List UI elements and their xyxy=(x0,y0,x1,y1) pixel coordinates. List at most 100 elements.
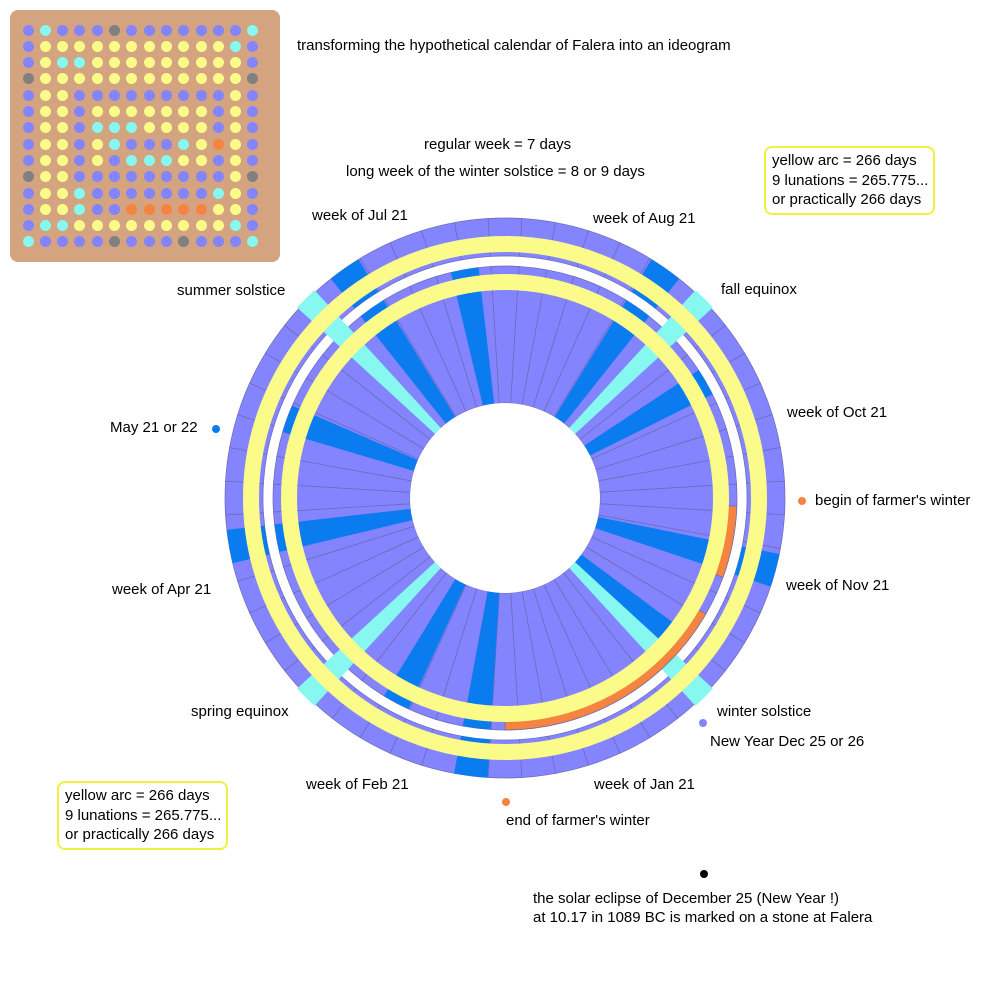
ideogram-dot xyxy=(160,24,172,36)
ideogram-dot xyxy=(109,187,120,199)
ideogram-dot xyxy=(109,57,120,69)
ideogram-dot xyxy=(212,24,224,36)
ideogram-dot xyxy=(195,106,207,117)
ideogram-dot xyxy=(160,73,172,85)
ideogram-dot xyxy=(178,187,190,199)
ideogram-dot xyxy=(143,106,155,117)
ideogram-dot xyxy=(39,89,51,101)
ideogram-dot xyxy=(178,106,190,117)
ideogram-dot xyxy=(91,24,103,36)
ideogram-dot xyxy=(126,57,138,69)
ideogram-dot xyxy=(195,171,207,183)
ideogram-dot xyxy=(126,236,138,248)
ideogram-dot xyxy=(160,187,172,199)
ideogram-dot xyxy=(22,154,34,166)
farmers-winter-begin-dot xyxy=(798,497,806,505)
ideogram-dot xyxy=(22,220,34,232)
ideogram-dot xyxy=(247,40,259,52)
ideogram-dot xyxy=(195,40,207,52)
ideogram-dot xyxy=(178,73,190,85)
ideogram-dot xyxy=(160,106,172,117)
ideogram-dot xyxy=(39,73,51,85)
ideogram-dot xyxy=(143,24,155,36)
ideogram-dot xyxy=(212,187,224,199)
eclipse-dot-marker xyxy=(700,870,708,878)
month-marker-inner xyxy=(383,579,466,710)
ideogram-dot xyxy=(57,122,69,134)
ideogram-dot xyxy=(247,236,259,248)
ideogram-dot xyxy=(195,203,207,215)
ideogram-dot xyxy=(143,203,155,215)
ideogram-dot xyxy=(126,154,138,166)
ideogram-dot xyxy=(212,106,224,117)
ideogram-dot xyxy=(160,171,172,183)
label-end-farmers-winter: end of farmer's winter xyxy=(506,812,650,829)
ideogram-dot xyxy=(57,57,69,69)
ideogram-dot xyxy=(247,220,259,232)
ideogram-dot xyxy=(74,40,86,52)
ideogram-dot xyxy=(39,57,51,69)
ideogram-dot xyxy=(91,40,103,52)
ideogram-dot xyxy=(212,57,224,69)
ideogram-dot xyxy=(212,171,224,183)
ideogram-dot xyxy=(247,203,259,215)
ideogram-dot xyxy=(39,236,51,248)
label-week-of-feb-21: week of Feb 21 xyxy=(306,776,409,793)
ideogram-dot xyxy=(91,89,103,101)
ideogram-dot xyxy=(160,236,172,248)
ideogram-dot xyxy=(74,154,86,166)
ideogram-dot xyxy=(247,106,259,117)
ideogram-dot xyxy=(247,57,259,69)
ideogram-dot xyxy=(160,122,172,134)
ideogram-dot xyxy=(22,57,34,69)
ideogram-dot xyxy=(126,73,138,85)
ideogram-dot xyxy=(109,220,120,232)
ideogram-dot xyxy=(22,203,34,215)
ideogram-dot xyxy=(160,138,172,150)
ideogram-dot xyxy=(91,122,103,134)
ideogram-dot xyxy=(22,122,34,134)
ideogram-dot xyxy=(74,203,86,215)
label-week-of-oct-21: week of Oct 21 xyxy=(787,404,888,421)
ideogram-dot xyxy=(91,236,103,248)
ideogram-dot xyxy=(143,73,155,85)
ideogram-dot xyxy=(143,154,155,166)
ideogram-dot xyxy=(212,122,224,134)
ideogram-dot xyxy=(22,24,34,36)
label-week-of-jul-21: week of Jul 21 xyxy=(312,207,408,224)
ideogram-dot xyxy=(143,236,155,248)
ideogram-dot xyxy=(195,24,207,36)
wheel-center xyxy=(410,403,600,593)
ideogram-dot xyxy=(39,203,51,215)
ideogram-dot xyxy=(212,73,224,85)
yellow-arc-outer xyxy=(243,236,767,760)
ideogram-dot xyxy=(212,154,224,166)
ideogram-dot xyxy=(57,236,69,248)
ideogram-dot xyxy=(143,40,155,52)
ideogram-dot xyxy=(212,236,224,248)
ideogram-dot xyxy=(57,73,69,85)
ideogram-dot xyxy=(143,220,155,232)
ideogram-dot xyxy=(230,122,242,134)
ideogram-dot xyxy=(91,203,103,215)
ideogram-dot xyxy=(212,203,224,215)
info-line-3: or practically 266 days xyxy=(65,826,215,843)
ideogram-dot xyxy=(22,89,34,101)
ideogram-dot xyxy=(91,73,103,85)
ideogram-dot xyxy=(74,138,86,150)
ideogram-dot xyxy=(178,203,190,215)
ideogram-dot xyxy=(230,89,242,101)
month-marker-inner xyxy=(462,591,500,730)
info-line-1: yellow arc = 266 days xyxy=(65,787,210,804)
label-new-year: New Year Dec 25 or 26 xyxy=(710,733,865,750)
ideogram-dot xyxy=(247,154,259,166)
ideogram-dot xyxy=(230,154,242,166)
ideogram-dot xyxy=(143,171,155,183)
month-marker-inner xyxy=(274,508,413,553)
ideogram-dot xyxy=(57,171,69,183)
ideogram-dot xyxy=(230,138,242,150)
ideogram-dot xyxy=(57,40,69,52)
ideogram-dot xyxy=(109,138,120,150)
ideogram-dot xyxy=(109,154,120,166)
ideogram-dot xyxy=(74,24,86,36)
